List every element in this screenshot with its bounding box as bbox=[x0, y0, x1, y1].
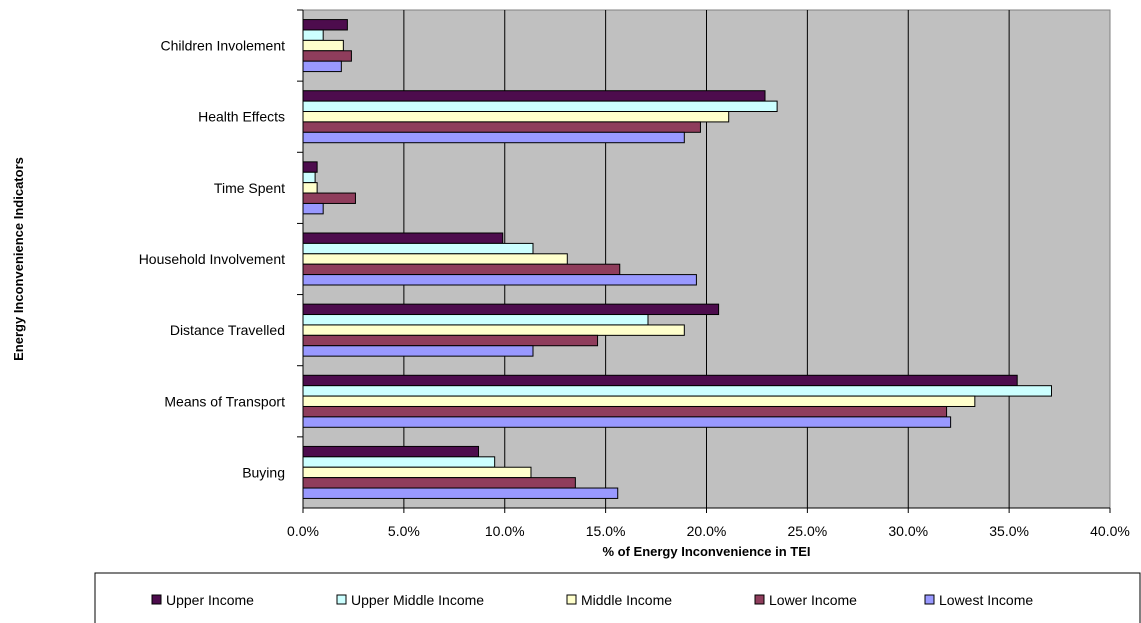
x-axis-title: % of Energy Inconvenience in TEI bbox=[602, 544, 810, 559]
bar bbox=[302, 19, 348, 31]
x-tick-label: 30.0% bbox=[888, 523, 928, 539]
category-label: Means of Transport bbox=[164, 393, 285, 409]
bar bbox=[302, 303, 720, 316]
bar bbox=[302, 131, 685, 144]
bar bbox=[302, 374, 1018, 387]
bar bbox=[302, 100, 778, 113]
category-label: Time Spent bbox=[214, 180, 285, 196]
bar bbox=[302, 29, 324, 41]
y-axis-title: Energy Inconvenience Indicators bbox=[11, 157, 26, 361]
category-label: Health Effects bbox=[198, 109, 285, 125]
bar bbox=[302, 232, 504, 244]
bar bbox=[302, 161, 318, 173]
bar bbox=[302, 324, 685, 336]
bar bbox=[302, 445, 480, 458]
bar bbox=[302, 90, 766, 102]
category-label: Household Involvement bbox=[139, 251, 285, 267]
bar bbox=[302, 50, 352, 62]
bar bbox=[302, 202, 324, 215]
x-tick-label: 10.0% bbox=[485, 523, 525, 539]
bar bbox=[302, 466, 532, 479]
bar bbox=[302, 456, 496, 468]
bar bbox=[302, 111, 730, 123]
x-tick-label: 0.0% bbox=[287, 523, 319, 539]
x-tick-label: 35.0% bbox=[989, 523, 1029, 539]
bar bbox=[302, 487, 619, 499]
category-label: Distance Travelled bbox=[170, 322, 285, 338]
x-tick-label: 5.0% bbox=[388, 523, 420, 539]
legend-label: Lower Income bbox=[769, 592, 857, 608]
bar bbox=[302, 171, 316, 184]
bar bbox=[302, 242, 534, 255]
bar bbox=[302, 345, 534, 357]
legend-label: Lowest Income bbox=[939, 592, 1033, 608]
bar bbox=[302, 334, 599, 347]
legend-swatch bbox=[924, 594, 935, 605]
category-label: Children Involement bbox=[160, 38, 285, 54]
bar bbox=[302, 60, 342, 73]
bar bbox=[302, 385, 1052, 397]
bar bbox=[302, 314, 649, 326]
x-tick-label: 40.0% bbox=[1090, 523, 1130, 539]
bar bbox=[302, 121, 701, 133]
bar bbox=[302, 192, 356, 204]
bar bbox=[302, 39, 344, 52]
x-tick-label: 15.0% bbox=[586, 523, 626, 539]
legend-swatch bbox=[336, 594, 347, 605]
bar bbox=[302, 253, 568, 265]
legend-swatch bbox=[151, 594, 162, 605]
bar bbox=[302, 395, 976, 407]
bar bbox=[302, 274, 697, 286]
x-tick-label: 25.0% bbox=[788, 523, 828, 539]
bar bbox=[302, 416, 952, 428]
category-label: Buying bbox=[242, 464, 285, 480]
bar bbox=[302, 405, 948, 418]
bars bbox=[302, 19, 1052, 499]
legend-box bbox=[94, 572, 1141, 623]
legend-label: Middle Income bbox=[581, 592, 672, 608]
axes: 0.0% 5.0% 10.0% 15.0% 20.0% 25.0% 30.0% 35.0% 40… bbox=[139, 9, 1130, 539]
legend-label: Upper Income bbox=[166, 592, 254, 608]
bar bbox=[302, 182, 318, 194]
legend-swatch bbox=[566, 594, 577, 605]
legend-swatch bbox=[754, 594, 765, 605]
bar bbox=[302, 263, 621, 276]
legend: Upper Income Upper Middle Income Middle In… bbox=[94, 572, 1141, 623]
x-tick-label: 20.0% bbox=[687, 523, 727, 539]
bar bbox=[302, 477, 576, 489]
legend-label: Upper Middle Income bbox=[351, 592, 484, 608]
